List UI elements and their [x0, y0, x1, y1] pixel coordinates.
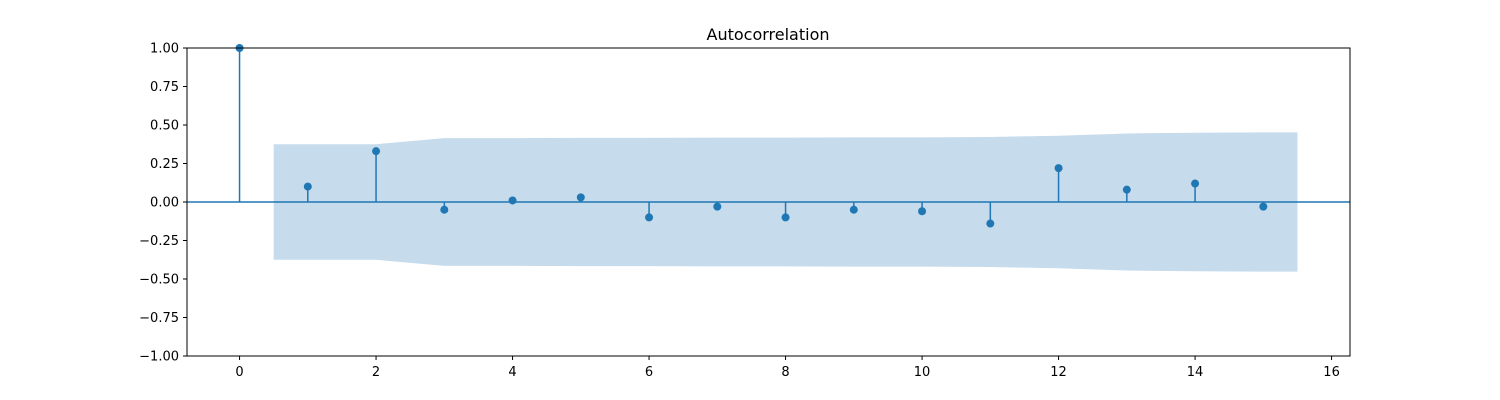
y-tick-label: −0.25: [139, 234, 179, 249]
stem-marker: [713, 202, 722, 211]
x-tick-label: 12: [1050, 365, 1067, 380]
x-tick-label: 4: [508, 365, 516, 380]
x-tick-label: 2: [372, 365, 380, 380]
y-tick-label: −0.75: [139, 311, 179, 326]
stem-marker: [781, 213, 790, 222]
x-tick-label: 14: [1187, 365, 1204, 380]
stem-marker: [508, 196, 517, 205]
stem-marker: [1259, 202, 1268, 211]
x-tick-label: 8: [781, 365, 789, 380]
x-tick-label: 0: [235, 365, 243, 380]
stem-marker: [986, 219, 995, 228]
stem-marker: [372, 147, 381, 156]
y-tick-label: −1.00: [139, 350, 179, 365]
stem-marker: [440, 205, 449, 214]
stem-marker: [645, 213, 654, 222]
chart-title: Autocorrelation: [707, 25, 830, 44]
y-tick-label: 0.75: [150, 80, 179, 95]
stem-marker: [1191, 179, 1200, 188]
stem-marker: [918, 207, 927, 216]
stem-marker: [1122, 185, 1131, 194]
y-tick-label: 0.25: [150, 157, 179, 172]
y-tick-label: 0.00: [150, 196, 179, 211]
x-tick-label: 10: [914, 365, 931, 380]
stem-marker: [849, 205, 858, 214]
stem-marker: [1054, 164, 1063, 173]
x-tick-label: 6: [645, 365, 653, 380]
x-tick-label: 16: [1323, 365, 1340, 380]
y-tick-label: 1.00: [150, 42, 179, 57]
plot-area: 0 2 4 6 8 10 12 14 16 −1.00 −0.75 −0.50 −0.25 0.00 0.2…: [139, 42, 1351, 380]
stem-marker: [576, 193, 585, 202]
y-tick-label: −0.50: [139, 273, 179, 288]
y-tick-label: 0.50: [150, 119, 179, 134]
stem-marker: [303, 182, 312, 191]
